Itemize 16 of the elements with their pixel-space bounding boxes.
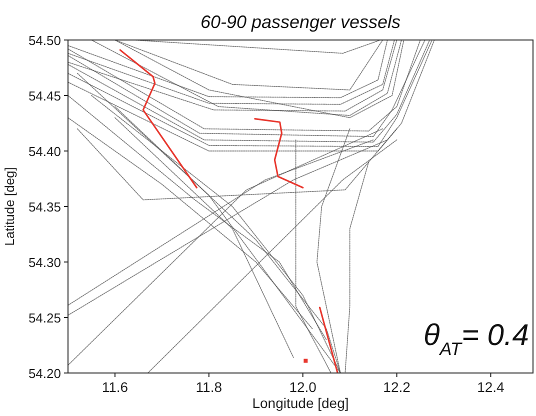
x-tick-label: 11.6 <box>102 379 128 395</box>
x-tick-label: 12.4 <box>477 379 505 395</box>
x-tick-label: 12.0 <box>289 379 317 395</box>
x-tick-label: 11.8 <box>196 379 222 395</box>
chart-title: 60-90 passenger vessels <box>200 12 401 32</box>
y-tick-label: 54.40 <box>28 144 61 159</box>
y-tick-label: 54.45 <box>28 88 61 104</box>
x-tick-label: 12.2 <box>383 379 411 395</box>
y-tick-label: 54.35 <box>28 200 61 214</box>
y-tick-label: 54.25 <box>28 310 61 326</box>
y-axis-title: Latitude [deg] <box>2 167 17 246</box>
y-tick-label: 54.30 <box>28 255 61 270</box>
y-tick-label: 54.20 <box>28 366 61 381</box>
x-axis-title: Longitude [deg] <box>252 395 349 411</box>
y-tick-label: 54.50 <box>28 33 61 48</box>
annotation: θ$_{AT}$= 0.4 <box>423 319 529 359</box>
